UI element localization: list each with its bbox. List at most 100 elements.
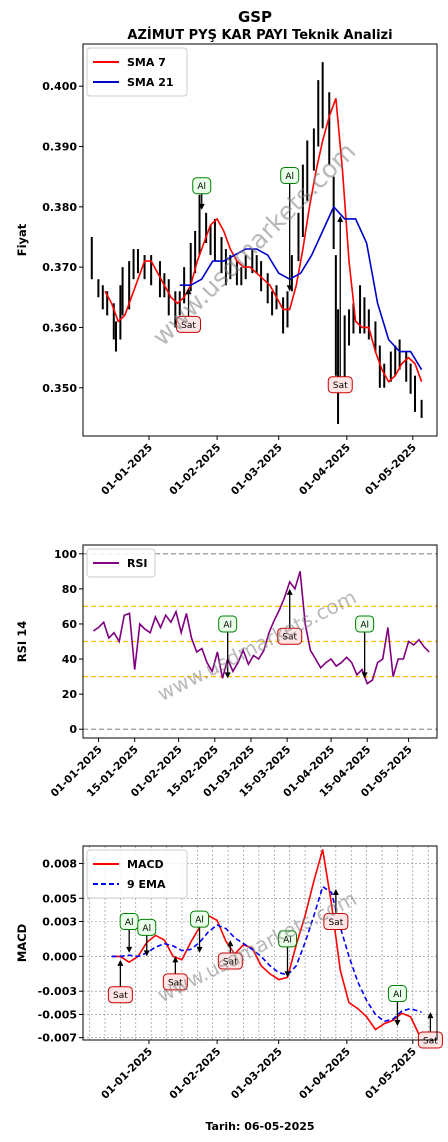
legend: RSI xyxy=(86,548,156,578)
annotation-box xyxy=(277,627,303,645)
watermark: www.usdmarkets.com xyxy=(153,585,360,706)
annotation-arrowhead xyxy=(332,888,339,895)
sell-signal-annotation: Sat xyxy=(217,940,243,970)
y-tick-label: 0.400 xyxy=(42,80,77,93)
annotation-label: Sat xyxy=(168,978,183,988)
x-tick-label: 01-04-2025 xyxy=(297,442,353,498)
annotation-label: Al xyxy=(142,924,151,934)
annotation-box xyxy=(137,918,157,936)
annotation-label: Al xyxy=(285,172,294,182)
watermark: www.usdmarkets.com xyxy=(153,886,360,1007)
x-tick-label: 01-04-2025 xyxy=(297,1046,353,1102)
y-tick-label: 0.008 xyxy=(42,857,77,870)
y-tick-label: 0.000 xyxy=(42,950,77,963)
y-tick-label: 0.005 xyxy=(42,892,77,905)
watermark: www.usdmarkets.com xyxy=(147,137,362,352)
x-tick-label: 01-01-2025 xyxy=(99,442,155,498)
buy-signal-annotation: Al xyxy=(280,166,300,292)
x-tick-label: 01-05-2025 xyxy=(363,1046,419,1102)
sell-signal-annotation: Sat xyxy=(327,215,353,394)
annotation-arrowhead xyxy=(361,672,368,679)
macd-panel: Sat Al Al Sat Al Sat Al Sat Al Sat -0.007 -0.005 -0.… xyxy=(15,845,443,1102)
series-macd xyxy=(111,849,423,1041)
y-tick-label: -0.005 xyxy=(38,1008,77,1021)
annotation-arrowhead xyxy=(286,588,293,595)
legend-label: SMA 7 xyxy=(127,56,166,69)
annotation-arrowhead xyxy=(284,971,291,978)
annotation-label: Sat xyxy=(223,958,238,968)
annotation-box xyxy=(107,986,133,1004)
x-tick-label: 01-02-2025 xyxy=(167,1046,223,1102)
chart-panels: Al Sat Al Sat 0.350 0.360 0.370 0.380 0.390 0.400… xyxy=(15,43,443,1102)
annotation-label: Sat xyxy=(423,1037,438,1047)
annotation-label: Al xyxy=(197,182,206,192)
y-axis-label: RSI 14 xyxy=(15,621,29,662)
legend-box xyxy=(86,548,156,578)
sell-signal-annotation: Sat xyxy=(417,1012,443,1049)
annotation-arrowhead xyxy=(394,1020,401,1027)
annotation-label: Al xyxy=(393,990,402,1000)
sell-signal-annotation: Sat xyxy=(323,888,349,931)
legend: MACD 9 EMA xyxy=(86,849,188,899)
annotation-label: Al xyxy=(360,620,369,630)
price-panel: Al Sat Al Sat 0.350 0.360 0.370 0.380 0.390 0.400… xyxy=(15,43,438,498)
annotation-label: Al xyxy=(125,918,134,928)
x-tick-label: 01-05-2025 xyxy=(363,442,419,498)
annotation-arrowhead xyxy=(172,956,179,963)
y-tick-label: 80 xyxy=(62,583,78,596)
annotation-arrowhead xyxy=(198,203,205,210)
legend-label: 9 EMA xyxy=(127,878,166,891)
annotation-arrowhead xyxy=(185,288,192,295)
sell-signal-annotation: Sat xyxy=(162,956,188,991)
annotation-label: Sat xyxy=(333,381,348,391)
annotation-label: Sat xyxy=(113,991,128,1001)
y-axis-label: Fiyat xyxy=(15,223,29,256)
x-tick-label: 01-02-2025 xyxy=(167,442,223,498)
y-tick-label: -0.003 xyxy=(38,985,77,998)
annotation-box xyxy=(387,985,407,1003)
axes-frame xyxy=(82,845,438,1041)
y-tick-label: 0.350 xyxy=(42,382,77,395)
axes-frame xyxy=(82,43,438,437)
annotation-arrowhead xyxy=(337,215,344,222)
annotation-arrowhead xyxy=(286,285,293,292)
annotation-label: Sat xyxy=(181,321,196,331)
y-axis-label: MACD xyxy=(15,924,29,962)
annotation-box xyxy=(217,952,243,970)
annotation-arrowhead xyxy=(196,946,203,953)
buy-signal-annotation: Al xyxy=(137,918,157,957)
annotation-box xyxy=(176,315,202,333)
legend-box xyxy=(86,47,188,97)
sell-signal-annotation: Sat xyxy=(277,588,303,645)
annotation-box xyxy=(280,166,300,184)
x-tick-label: 01-03-2025 xyxy=(229,1046,285,1102)
annotation-box xyxy=(192,177,212,195)
y-tick-label: -0.007 xyxy=(38,1032,77,1045)
legend: SMA 7 SMA 21 xyxy=(86,47,188,97)
annotation-label: Al xyxy=(283,935,292,945)
legend-label: MACD xyxy=(127,858,164,871)
annotation-arrowhead xyxy=(227,940,234,947)
annotation-box xyxy=(218,615,238,633)
buy-signal-annotation: Al xyxy=(387,985,407,1027)
annotation-arrowhead xyxy=(427,1012,434,1019)
y-tick-label: 0.390 xyxy=(42,141,77,154)
figure-subtitle: AZİMUT PYŞ KAR PAYI Teknik Analizi xyxy=(127,27,392,43)
y-tick-label: 0.003 xyxy=(42,916,77,929)
buy-signal-annotation: Al xyxy=(277,930,297,978)
annotation-box xyxy=(277,930,297,948)
annotation-arrowhead xyxy=(143,950,150,957)
series-rsi xyxy=(92,571,430,685)
y-tick-label: 40 xyxy=(62,653,78,666)
annotation-label: Al xyxy=(195,916,204,926)
buy-signal-annotation: Al xyxy=(355,615,375,679)
legend-box xyxy=(86,849,188,899)
series-sma-7 xyxy=(104,98,423,383)
sell-signal-annotation: Sat xyxy=(107,959,133,1004)
annotation-box xyxy=(355,615,375,633)
y-tick-label: 20 xyxy=(62,688,78,701)
x-tick-label: 01-03-2025 xyxy=(229,442,285,498)
annotation-box xyxy=(327,376,353,394)
axes-frame xyxy=(82,544,438,739)
